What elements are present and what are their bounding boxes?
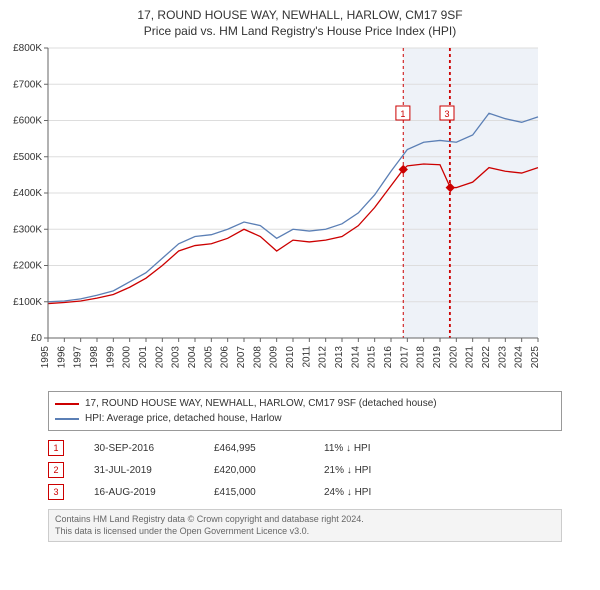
legend-swatch bbox=[55, 403, 79, 405]
svg-text:£800K: £800K bbox=[13, 43, 42, 54]
sale-row: 1 30-SEP-2016 £464,995 11% ↓ HPI bbox=[48, 437, 562, 459]
sale-row: 3 16-AUG-2019 £415,000 24% ↓ HPI bbox=[48, 481, 562, 503]
svg-text:£600K: £600K bbox=[13, 116, 42, 127]
svg-text:2004: 2004 bbox=[187, 346, 198, 369]
sale-marker: 3 bbox=[48, 484, 64, 500]
svg-text:£400K: £400K bbox=[13, 188, 42, 199]
sale-price: £420,000 bbox=[214, 465, 294, 476]
svg-text:2008: 2008 bbox=[252, 346, 263, 369]
svg-text:1995: 1995 bbox=[40, 346, 51, 369]
svg-text:2003: 2003 bbox=[171, 346, 182, 369]
sale-price: £415,000 bbox=[214, 487, 294, 498]
legend-item: HPI: Average price, detached house, Harl… bbox=[55, 411, 555, 426]
chart-container: £0 £100K £200K £300K £400K £500K £600K £700K £80… bbox=[8, 42, 592, 385]
legend-swatch bbox=[55, 418, 79, 420]
sale-marker: 1 bbox=[48, 440, 64, 456]
sale-row: 2 31-JUL-2019 £420,000 21% ↓ HPI bbox=[48, 459, 562, 481]
svg-text:£0: £0 bbox=[31, 333, 43, 344]
sale-diff: 24% ↓ HPI bbox=[324, 487, 414, 498]
svg-text:2022: 2022 bbox=[481, 346, 492, 369]
svg-text:2014: 2014 bbox=[350, 346, 361, 369]
svg-text:2019: 2019 bbox=[432, 346, 443, 369]
price-chart: £0 £100K £200K £300K £400K £500K £600K £700K £80… bbox=[8, 42, 548, 382]
svg-text:2012: 2012 bbox=[318, 346, 329, 369]
svg-text:1996: 1996 bbox=[56, 346, 67, 369]
svg-text:2024: 2024 bbox=[514, 346, 525, 369]
svg-text:2001: 2001 bbox=[138, 346, 149, 369]
svg-text:1: 1 bbox=[400, 109, 405, 119]
svg-text:2007: 2007 bbox=[236, 346, 247, 369]
sales-table: 1 30-SEP-2016 £464,995 11% ↓ HPI 2 31-JUL-201… bbox=[48, 437, 562, 503]
legend: 17, ROUND HOUSE WAY, NEWHALL, HARLOW, CM… bbox=[48, 391, 562, 431]
svg-text:2000: 2000 bbox=[122, 346, 133, 369]
svg-text:2016: 2016 bbox=[383, 346, 394, 369]
svg-text:2021: 2021 bbox=[465, 346, 476, 369]
svg-text:£100K: £100K bbox=[13, 297, 42, 308]
title-address: 17, ROUND HOUSE WAY, NEWHALL, HARLOW, CM… bbox=[8, 8, 592, 22]
svg-text:£700K: £700K bbox=[13, 79, 42, 90]
legend-label: HPI: Average price, detached house, Harl… bbox=[85, 411, 282, 426]
svg-text:£500K: £500K bbox=[13, 152, 42, 163]
svg-text:1997: 1997 bbox=[73, 346, 84, 369]
svg-text:2017: 2017 bbox=[399, 346, 410, 369]
legend-item: 17, ROUND HOUSE WAY, NEWHALL, HARLOW, CM… bbox=[55, 396, 555, 411]
svg-text:2011: 2011 bbox=[301, 346, 312, 368]
sale-date: 16-AUG-2019 bbox=[94, 487, 184, 498]
sale-diff: 11% ↓ HPI bbox=[324, 443, 414, 454]
svg-text:1998: 1998 bbox=[89, 346, 100, 369]
footer-line1: Contains HM Land Registry data © Crown c… bbox=[55, 514, 555, 526]
svg-text:2018: 2018 bbox=[416, 346, 427, 369]
title-subtitle: Price paid vs. HM Land Registry's House … bbox=[8, 24, 592, 38]
data-attribution: Contains HM Land Registry data © Crown c… bbox=[48, 509, 562, 542]
sale-date: 31-JUL-2019 bbox=[94, 465, 184, 476]
chart-title-block: 17, ROUND HOUSE WAY, NEWHALL, HARLOW, CM… bbox=[8, 8, 592, 38]
svg-text:2013: 2013 bbox=[334, 346, 345, 369]
sale-price: £464,995 bbox=[214, 443, 294, 454]
svg-text:2025: 2025 bbox=[530, 346, 541, 369]
svg-text:£300K: £300K bbox=[13, 224, 42, 235]
svg-text:2015: 2015 bbox=[367, 346, 378, 369]
svg-text:3: 3 bbox=[444, 109, 449, 119]
svg-text:1999: 1999 bbox=[105, 346, 116, 369]
sale-diff: 21% ↓ HPI bbox=[324, 465, 414, 476]
svg-text:£200K: £200K bbox=[13, 261, 42, 272]
legend-label: 17, ROUND HOUSE WAY, NEWHALL, HARLOW, CM… bbox=[85, 396, 437, 411]
footer-line2: This data is licensed under the Open Gov… bbox=[55, 526, 555, 538]
svg-text:2020: 2020 bbox=[448, 346, 459, 369]
svg-text:2010: 2010 bbox=[285, 346, 296, 369]
svg-text:2006: 2006 bbox=[220, 346, 231, 369]
svg-text:2009: 2009 bbox=[269, 346, 280, 369]
svg-text:2023: 2023 bbox=[497, 346, 508, 369]
sale-marker: 2 bbox=[48, 462, 64, 478]
svg-text:2005: 2005 bbox=[203, 346, 214, 369]
sale-date: 30-SEP-2016 bbox=[94, 443, 184, 454]
svg-text:2002: 2002 bbox=[154, 346, 165, 369]
